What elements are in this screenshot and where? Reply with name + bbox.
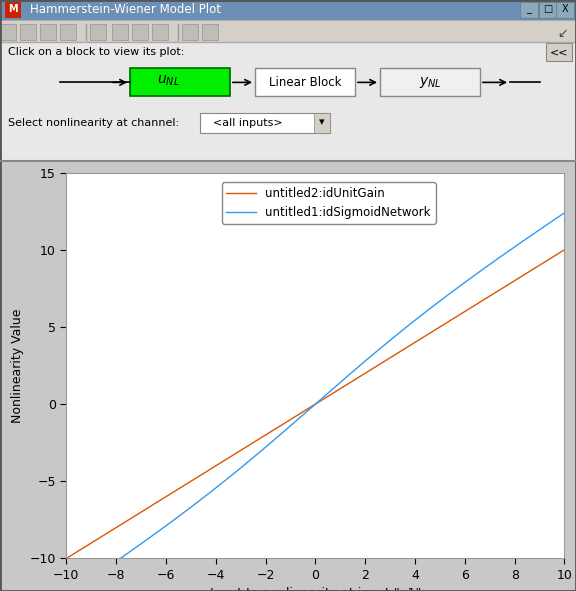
Text: Linear Block: Linear Block [269,76,341,89]
Text: Select nonlinearity at channel:: Select nonlinearity at channel: [8,118,179,128]
Bar [314,112,330,132]
Text: $u_{NL}$: $u_{NL}$ [157,73,180,87]
untitled1:idSigmoidNetwork [405,322,412,329]
Bar [255,69,355,96]
Bar [60,24,76,40]
untitled2:idUnitGain [63,555,70,562]
Bar [202,24,218,40]
Text: _: _ [526,4,532,14]
Line: untitled2:idUnitGain: untitled2:idUnitGain [66,250,564,558]
Bar [520,2,538,18]
untitled2:idUnitGain [561,246,568,254]
Text: <all inputs>: <all inputs> [213,118,283,128]
untitled1:idSigmoidNetwork [460,280,467,287]
Y-axis label: Nonlinearity Value: Nonlinearity Value [11,309,24,423]
Bar [0,24,16,40]
Bar [182,24,198,40]
Text: Click on a block to view its plot:: Click on a block to view its plot: [8,47,184,57]
Bar [380,69,480,96]
X-axis label: Input to nonlinearity at input "u1": Input to nonlinearity at input "u1" [210,587,421,591]
Bar [539,2,557,18]
Text: ▾: ▾ [319,118,325,128]
untitled1:idSigmoidNetwork [282,427,289,434]
Bar [130,69,230,96]
untitled2:idUnitGain [282,419,289,426]
Text: M: M [8,4,18,14]
Legend: untitled2:idUnitGain, untitled1:idSigmoidNetwork: untitled2:idUnitGain, untitled1:idSigmoi… [222,183,435,223]
Bar [0,20,576,42]
untitled2:idUnitGain [264,430,271,437]
untitled1:idSigmoidNetwork [452,286,458,293]
Text: □: □ [543,4,552,14]
Bar [5,2,21,18]
untitled2:idUnitGain [460,309,467,316]
Text: <<: << [550,47,569,57]
Line: untitled1:idSigmoidNetwork: untitled1:idSigmoidNetwork [66,213,564,591]
untitled2:idUnitGain [452,314,458,322]
Bar [546,43,572,61]
untitled1:idSigmoidNetwork [264,442,271,449]
Bar [90,24,106,40]
untitled2:idUnitGain [113,524,120,531]
Bar [0,42,576,161]
Text: X: X [562,4,569,14]
Bar [40,24,56,40]
untitled1:idSigmoidNetwork [561,209,568,216]
Bar [112,24,128,40]
Text: ↙: ↙ [558,27,568,40]
Bar [152,24,168,40]
Bar [200,112,330,132]
Text: $y_{NL}$: $y_{NL}$ [419,75,441,90]
Bar [556,2,574,18]
Bar [0,0,576,20]
Text: Hammerstein-Wiener Model Plot: Hammerstein-Wiener Model Plot [30,2,221,15]
Bar [20,24,36,40]
Bar [132,24,148,40]
untitled1:idSigmoidNetwork [113,557,120,564]
untitled2:idUnitGain [405,343,412,350]
